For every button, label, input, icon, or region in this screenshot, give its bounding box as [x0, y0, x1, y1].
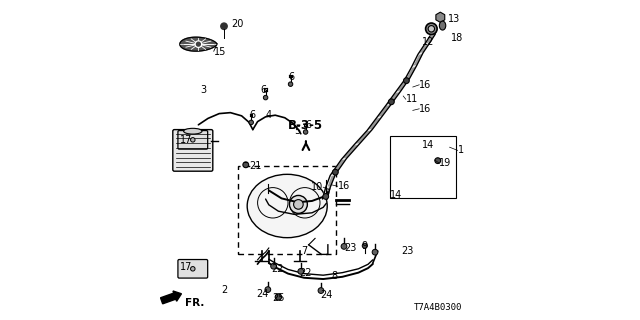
- Circle shape: [298, 268, 304, 274]
- Text: 22: 22: [300, 268, 312, 278]
- Polygon shape: [330, 158, 347, 175]
- Text: 4: 4: [266, 110, 272, 120]
- Circle shape: [318, 288, 324, 293]
- Text: 23: 23: [344, 243, 356, 253]
- Circle shape: [275, 294, 282, 300]
- Text: 13: 13: [448, 14, 460, 24]
- Text: 12: 12: [422, 36, 435, 47]
- Circle shape: [243, 162, 248, 168]
- Text: 23: 23: [402, 246, 414, 256]
- Circle shape: [288, 82, 293, 86]
- Circle shape: [333, 169, 339, 175]
- Polygon shape: [387, 91, 401, 105]
- Circle shape: [249, 120, 253, 124]
- Text: 5: 5: [294, 126, 301, 136]
- Circle shape: [294, 200, 303, 209]
- Circle shape: [191, 267, 195, 271]
- Text: B-3-5: B-3-5: [289, 119, 323, 132]
- Circle shape: [264, 95, 268, 100]
- Circle shape: [362, 243, 367, 248]
- FancyArrow shape: [161, 291, 182, 304]
- Text: 14: 14: [390, 190, 403, 200]
- Circle shape: [191, 138, 195, 142]
- Text: 3: 3: [200, 84, 206, 95]
- Text: 16: 16: [338, 181, 350, 191]
- Text: FR.: FR.: [185, 298, 204, 308]
- FancyBboxPatch shape: [178, 131, 207, 149]
- Text: 9: 9: [362, 241, 368, 252]
- Text: 10: 10: [311, 182, 323, 192]
- Polygon shape: [396, 78, 410, 92]
- Circle shape: [271, 263, 276, 269]
- Text: 1: 1: [458, 145, 464, 156]
- Circle shape: [388, 99, 394, 105]
- Polygon shape: [367, 117, 381, 131]
- Polygon shape: [180, 37, 217, 51]
- Polygon shape: [404, 66, 417, 80]
- Text: 6: 6: [250, 110, 256, 120]
- FancyBboxPatch shape: [178, 260, 207, 278]
- Text: 6: 6: [288, 72, 294, 82]
- Circle shape: [195, 41, 202, 47]
- Bar: [239, 166, 336, 254]
- Text: 2: 2: [221, 284, 227, 295]
- Ellipse shape: [247, 174, 327, 238]
- Text: 16: 16: [419, 104, 431, 114]
- Polygon shape: [323, 187, 330, 199]
- Polygon shape: [424, 34, 435, 45]
- Polygon shape: [412, 53, 423, 67]
- Text: 17: 17: [180, 135, 192, 145]
- Ellipse shape: [440, 21, 445, 30]
- FancyBboxPatch shape: [173, 130, 212, 171]
- Text: 7: 7: [301, 246, 307, 256]
- Text: 21: 21: [250, 161, 262, 172]
- Circle shape: [289, 196, 307, 213]
- Polygon shape: [355, 130, 372, 145]
- Circle shape: [372, 249, 378, 255]
- Text: 19: 19: [440, 158, 452, 168]
- Circle shape: [196, 42, 200, 46]
- Text: T7A4B0300: T7A4B0300: [414, 303, 463, 312]
- Circle shape: [426, 23, 437, 35]
- Text: 16: 16: [419, 80, 431, 90]
- Text: 6: 6: [261, 84, 267, 95]
- Text: 22: 22: [271, 264, 284, 275]
- Text: 6: 6: [306, 120, 312, 130]
- Polygon shape: [418, 43, 429, 54]
- Bar: [390, 136, 456, 198]
- Text: 25: 25: [272, 293, 285, 303]
- Circle shape: [428, 26, 435, 32]
- Circle shape: [323, 194, 329, 199]
- Polygon shape: [326, 174, 335, 187]
- Circle shape: [221, 23, 227, 29]
- Text: 20: 20: [231, 19, 243, 29]
- Text: 15: 15: [214, 47, 226, 57]
- Circle shape: [303, 130, 308, 134]
- Circle shape: [435, 158, 440, 164]
- Text: 17: 17: [180, 261, 192, 272]
- Text: 8: 8: [332, 271, 337, 281]
- Circle shape: [341, 244, 347, 249]
- Circle shape: [404, 78, 410, 84]
- Ellipse shape: [184, 128, 202, 134]
- Text: 14: 14: [422, 140, 435, 150]
- Text: 24: 24: [320, 290, 332, 300]
- Polygon shape: [342, 144, 360, 159]
- Text: 18: 18: [451, 33, 463, 43]
- Polygon shape: [376, 104, 392, 118]
- Text: 24: 24: [257, 289, 269, 299]
- Text: 11: 11: [406, 94, 418, 104]
- Circle shape: [265, 287, 271, 292]
